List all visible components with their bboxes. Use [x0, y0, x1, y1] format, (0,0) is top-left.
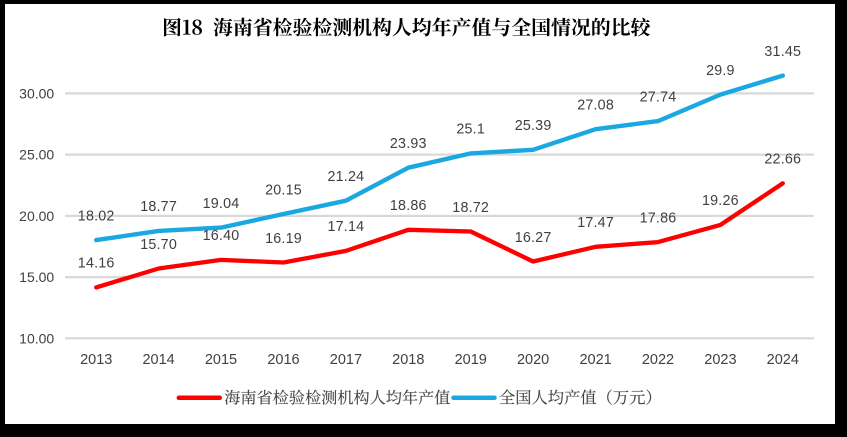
- svg-text:17.86: 17.86: [640, 210, 677, 226]
- svg-text:10.00: 10.00: [19, 330, 54, 346]
- svg-text:29.9: 29.9: [706, 63, 735, 79]
- svg-text:22.66: 22.66: [764, 152, 801, 168]
- svg-text:27.74: 27.74: [640, 89, 677, 105]
- svg-text:2018: 2018: [392, 352, 424, 368]
- svg-text:23.93: 23.93: [390, 136, 427, 152]
- svg-text:25.39: 25.39: [515, 118, 552, 134]
- svg-text:18.77: 18.77: [140, 199, 177, 215]
- svg-text:18.72: 18.72: [452, 200, 489, 216]
- svg-text:2022: 2022: [642, 352, 674, 368]
- svg-text:17.14: 17.14: [328, 219, 365, 235]
- svg-text:2024: 2024: [767, 352, 799, 368]
- svg-text:27.08: 27.08: [577, 98, 614, 114]
- svg-text:2020: 2020: [517, 352, 549, 368]
- svg-text:2014: 2014: [142, 352, 174, 368]
- svg-text:2016: 2016: [267, 352, 299, 368]
- svg-text:2019: 2019: [455, 352, 487, 368]
- svg-text:21.24: 21.24: [328, 169, 365, 185]
- svg-text:30.00: 30.00: [19, 86, 54, 102]
- svg-text:16.27: 16.27: [515, 230, 552, 246]
- svg-text:14.16: 14.16: [78, 256, 115, 272]
- svg-text:18.86: 18.86: [390, 198, 427, 214]
- svg-text:15.00: 15.00: [19, 269, 54, 285]
- svg-text:16.19: 16.19: [265, 231, 302, 247]
- svg-text:2017: 2017: [330, 352, 362, 368]
- svg-text:25.00: 25.00: [19, 147, 54, 163]
- svg-text:31.45: 31.45: [764, 44, 801, 60]
- svg-text:2013: 2013: [80, 352, 112, 368]
- svg-text:25.1: 25.1: [456, 122, 485, 138]
- svg-text:2023: 2023: [704, 352, 736, 368]
- svg-text:19.26: 19.26: [702, 193, 739, 209]
- svg-text:20.15: 20.15: [265, 182, 302, 198]
- svg-text:18.02: 18.02: [78, 208, 115, 224]
- svg-text:16.40: 16.40: [203, 228, 240, 244]
- svg-text:2015: 2015: [205, 352, 237, 368]
- svg-text:15.70: 15.70: [140, 237, 177, 253]
- svg-text:20.00: 20.00: [19, 208, 54, 224]
- svg-text:17.47: 17.47: [577, 215, 614, 231]
- svg-text:2021: 2021: [579, 352, 611, 368]
- svg-text:19.04: 19.04: [203, 196, 240, 212]
